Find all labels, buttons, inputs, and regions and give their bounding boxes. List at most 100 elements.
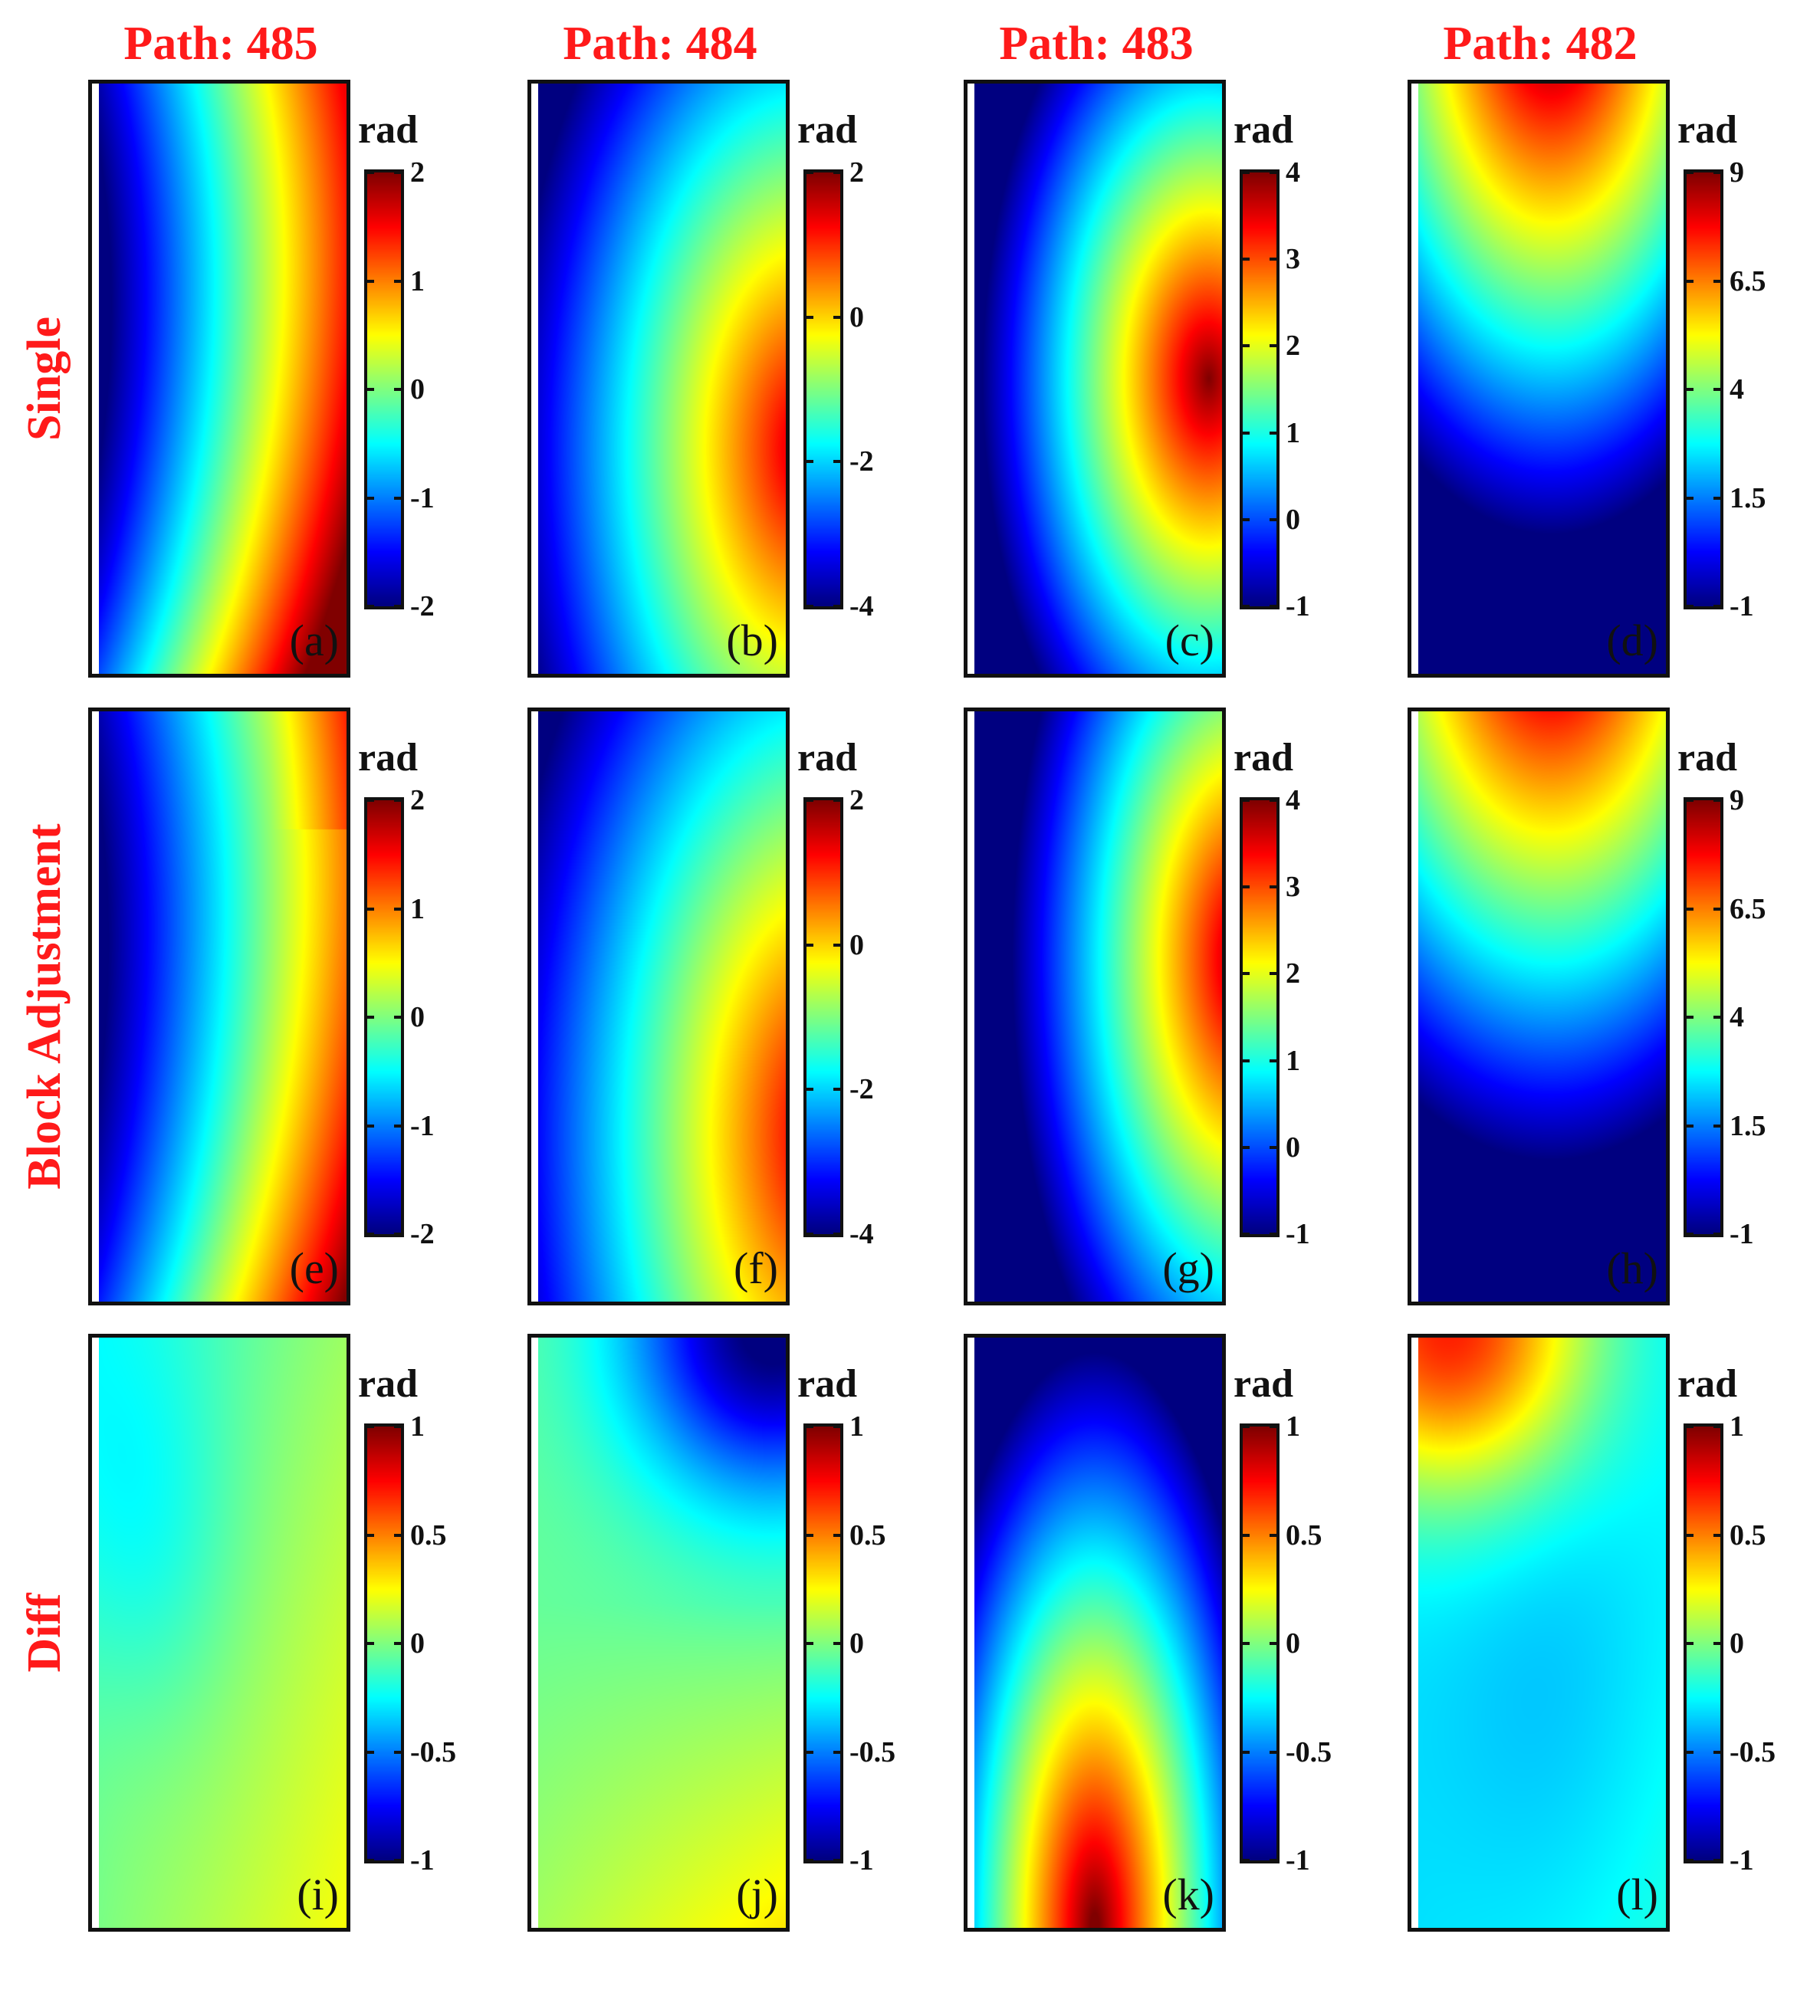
panel-edge-strip: [531, 84, 538, 674]
colorbar-tick-mark: [1270, 344, 1276, 348]
colorbar-gradient: [807, 172, 840, 606]
colorbar-tick-mark: [1243, 1059, 1250, 1062]
colorbar-tick-mark: [807, 1859, 813, 1862]
colorbar-tick-label: 2: [410, 784, 425, 816]
colorbar-tick-mark: [1270, 258, 1276, 261]
panel-edge-strip: [92, 711, 99, 1302]
colorbar-tick-label: 0: [410, 1001, 425, 1033]
colorbar-tick-mark: [1687, 1425, 1694, 1428]
colorbar-tick-label: -1: [849, 1844, 874, 1876]
colorbar-tick-mark: [1243, 171, 1250, 174]
colorbar-tick-mark: [367, 799, 374, 802]
colorbar-tick-mark: [367, 279, 374, 283]
colorbar-tick-label: 1: [410, 892, 425, 925]
colorbar-tick-label: 1: [1730, 1410, 1744, 1443]
colorbar-unit-label: rad: [358, 108, 418, 152]
colorbar-tick-mark: [1270, 1059, 1276, 1062]
colorbar-tick-mark: [1687, 1750, 1694, 1754]
colorbar-tick-mark: [833, 1533, 840, 1537]
heatmap-image: [967, 84, 1222, 674]
colorbar-tick-mark: [833, 171, 840, 174]
colorbar-tick-label: 1: [1286, 416, 1300, 449]
panel-edge-strip: [1411, 84, 1418, 674]
panel-label: (k): [1162, 1870, 1214, 1919]
colorbar-unit-label: rad: [1234, 108, 1293, 152]
colorbar-tick-label: 1.5: [1730, 1109, 1766, 1142]
colorbar-tick-label: -2: [410, 590, 435, 622]
colorbar-tick-label: 0: [849, 928, 864, 961]
colorbar-tick-label: -0.5: [1286, 1735, 1332, 1768]
colorbar-tick-mark: [833, 943, 840, 947]
colorbar-tick-mark: [367, 171, 374, 174]
colorbar: [1240, 797, 1280, 1237]
heatmap-panel: (a): [88, 80, 350, 678]
colorbar-tick-mark: [807, 1533, 813, 1537]
colorbar-tick-mark: [394, 388, 401, 391]
colorbar-tick-mark: [394, 1233, 401, 1236]
colorbar-tick-mark: [1713, 1124, 1720, 1128]
column-title: Path: 484: [563, 18, 757, 70]
colorbar-tick-mark: [1713, 1425, 1720, 1428]
colorbar-tick-mark: [807, 1425, 813, 1428]
colorbar-tick-label: 2: [849, 784, 864, 816]
colorbar-tick-mark: [1270, 1425, 1276, 1428]
colorbar-tick-mark: [1270, 799, 1276, 802]
colorbar-tick-mark: [1243, 605, 1250, 608]
colorbar-tick-mark: [394, 1642, 401, 1645]
colorbar-tick-mark: [1270, 431, 1276, 435]
colorbar-tick-mark: [1243, 431, 1250, 435]
panel-edge-strip: [531, 1338, 538, 1928]
colorbar-tick-mark: [1270, 1642, 1276, 1645]
colorbar-tick-mark: [394, 1859, 401, 1862]
colorbar-tick-label: 2: [1286, 330, 1300, 363]
panel-edge-strip: [531, 711, 538, 1302]
colorbar-tick-mark: [1713, 279, 1720, 283]
colorbar-tick-label: 0.5: [1286, 1519, 1322, 1551]
colorbar-tick-mark: [394, 1016, 401, 1019]
panel-edge-strip: [967, 711, 974, 1302]
colorbar-tick-label: 0: [1286, 503, 1300, 536]
colorbar-tick-label: 1: [410, 1410, 425, 1443]
colorbar-tick-label: -1: [1286, 1218, 1310, 1250]
colorbar-tick-label: -2: [849, 445, 874, 478]
colorbar-unit-label: rad: [797, 1362, 857, 1406]
panel-label: (c): [1165, 616, 1214, 665]
colorbar-tick-mark: [1713, 1642, 1720, 1645]
colorbar-tick-label: -1: [1730, 590, 1754, 622]
colorbar-tick-mark: [367, 496, 374, 500]
colorbar-tick-mark: [1243, 1233, 1250, 1236]
panel-edge-strip: [1411, 1338, 1418, 1928]
colorbar-tick-mark: [1713, 907, 1720, 911]
colorbar-tick-mark: [367, 1533, 374, 1537]
panel-edge-strip: [92, 1338, 99, 1928]
colorbar-tick-label: 0: [1286, 1627, 1300, 1660]
colorbar-tick-mark: [394, 799, 401, 802]
panel-edge-strip: [1411, 711, 1418, 1302]
colorbar-tick-label: 4: [1286, 156, 1300, 189]
heatmap-image: [531, 1338, 786, 1928]
heatmap-panel: (b): [527, 80, 790, 678]
colorbar-tick-label: 9: [1730, 156, 1744, 189]
colorbar-tick-mark: [833, 799, 840, 802]
colorbar-tick-label: -1: [410, 1109, 435, 1142]
heatmap-image: [92, 1338, 347, 1928]
colorbar-tick-mark: [807, 460, 813, 464]
colorbar-tick-mark: [833, 1233, 840, 1236]
panel-label: (b): [726, 616, 778, 665]
column-title: Path: 483: [999, 18, 1194, 70]
colorbar-tick-mark: [1243, 517, 1250, 521]
heatmap-panel: (k): [964, 1334, 1226, 1932]
colorbar-tick-mark: [367, 1016, 374, 1019]
colorbar-tick-mark: [1687, 1859, 1694, 1862]
colorbar-tick-mark: [807, 943, 813, 947]
colorbar-tick-mark: [1687, 605, 1694, 608]
colorbar-tick-mark: [1243, 344, 1250, 348]
colorbar-tick-label: -1: [1730, 1218, 1754, 1250]
colorbar-tick-mark: [1713, 1233, 1720, 1236]
colorbar-tick-mark: [1270, 171, 1276, 174]
colorbar-tick-label: 9: [1730, 784, 1744, 816]
colorbar-tick-label: 4: [1286, 784, 1300, 816]
colorbar-tick-label: -0.5: [1730, 1735, 1776, 1768]
colorbar-tick-label: 0: [849, 300, 864, 333]
colorbar-tick-label: 6.5: [1730, 264, 1766, 297]
